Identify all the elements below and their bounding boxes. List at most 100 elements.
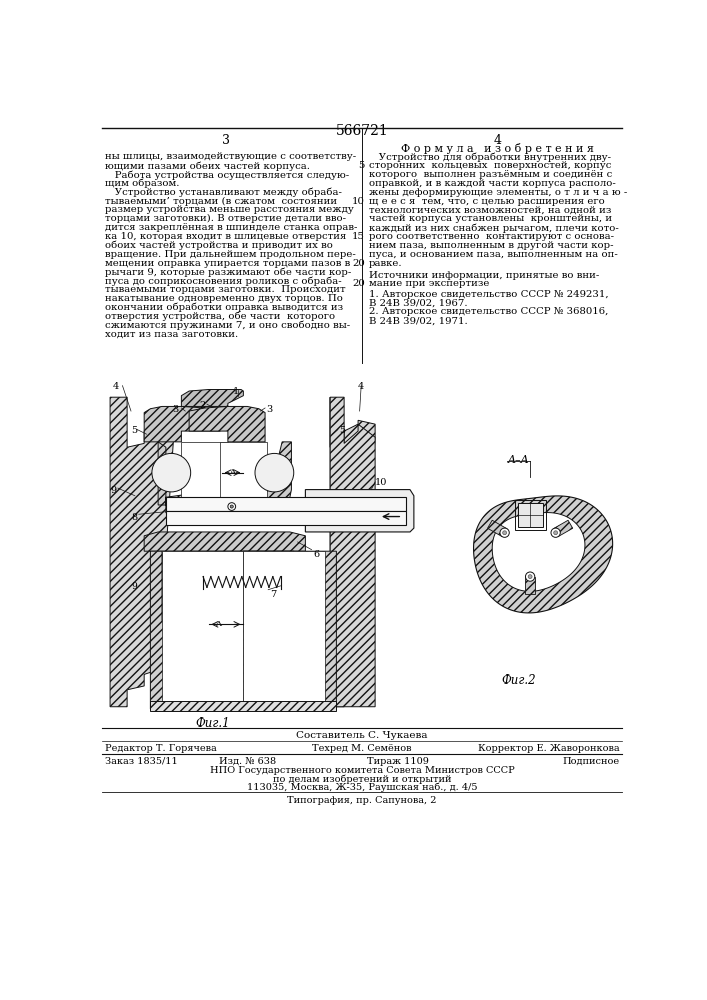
Circle shape [500, 528, 509, 537]
Bar [515, 500, 546, 530]
Text: окончании обработки оправка выводится из: окончании обработки оправка выводится из [105, 303, 344, 312]
Text: технологических возможностей, на одной из: технологических возможностей, на одной и… [369, 205, 612, 214]
Circle shape [551, 528, 560, 537]
Text: 9: 9 [131, 582, 136, 591]
Text: Подписное: Подписное [563, 757, 620, 766]
Text: 20: 20 [352, 279, 365, 288]
Bar [166, 497, 406, 511]
Bar [305, 492, 406, 530]
Polygon shape [554, 520, 573, 537]
Text: Источники информации, принятые во вни-: Источники информации, принятые во вни- [369, 271, 599, 280]
Polygon shape [151, 551, 337, 709]
Polygon shape [110, 397, 182, 707]
Text: 113035, Москва, Ж-35, Раушская наб., д. 4/5: 113035, Москва, Ж-35, Раушская наб., д. … [247, 783, 477, 792]
Text: Заказ 1835/11: Заказ 1835/11 [105, 757, 178, 766]
Text: рычаги 9, которые разжимают обе части кор-: рычаги 9, которые разжимают обе части ко… [105, 267, 351, 277]
Text: Устройство для обработки внутренних дву-: Устройство для обработки внутренних дву- [369, 152, 611, 162]
Text: сжимаются пружинами 7, и оно свободно вы-: сжимаются пружинами 7, и оно свободно вы… [105, 321, 351, 330]
Text: мание при экспертизе: мание при экспертизе [369, 279, 489, 288]
Text: равке.: равке. [369, 259, 402, 268]
Text: Тираж 1109: Тираж 1109 [368, 757, 429, 766]
Text: ющими пазами обеих частей корпуса.: ющими пазами обеих частей корпуса. [105, 161, 310, 171]
Polygon shape [525, 577, 534, 594]
Text: A–A: A–A [508, 455, 530, 465]
Text: 5: 5 [358, 161, 365, 170]
Text: 2. Авторское свидетельство СССР № 368016,: 2. Авторское свидетельство СССР № 368016… [369, 307, 608, 316]
Text: 5: 5 [131, 426, 137, 435]
Circle shape [255, 453, 293, 492]
Text: щ е е с я  тем, что, с целью расширения его: щ е е с я тем, что, с целью расширения е… [369, 197, 604, 206]
Polygon shape [162, 551, 209, 644]
Text: щим образом.: щим образом. [105, 179, 180, 188]
Text: обоих частей устройства и приводит их во: обоих частей устройства и приводит их во [105, 241, 333, 250]
Polygon shape [158, 442, 209, 524]
Text: Устройство устанавливают между обраба-: Устройство устанавливают между обраба- [105, 188, 342, 197]
Text: 1. Авторское свидетельство СССР № 249231,: 1. Авторское свидетельство СССР № 249231… [369, 290, 609, 299]
Polygon shape [182, 442, 228, 497]
Text: размер устройства меньше расстояния между: размер устройства меньше расстояния межд… [105, 205, 354, 214]
Polygon shape [162, 551, 243, 705]
Circle shape [152, 453, 191, 492]
Polygon shape [251, 442, 291, 524]
Circle shape [228, 503, 235, 510]
Text: оправкой, и в каждой части корпуса располо-: оправкой, и в каждой части корпуса распо… [369, 179, 616, 188]
Text: Составитель С. Чукаева: Составитель С. Чукаева [296, 731, 428, 740]
Text: накатывание одновременно двух торцов. По: накатывание одновременно двух торцов. По [105, 294, 344, 303]
Text: Ф о р м у л а   и з о б р е т е н и я: Ф о р м у л а и з о б р е т е н и я [401, 143, 594, 154]
Text: 5: 5 [339, 426, 345, 435]
Text: ны шлицы, взаимодействующие с соответству-: ны шлицы, взаимодействующие с соответств… [105, 152, 356, 161]
Circle shape [528, 575, 532, 579]
Text: НПО Государственного комитета Совета Министров СССР: НПО Государственного комитета Совета Мин… [209, 766, 514, 775]
Text: которого  выполнен разъёмным и соединён с: которого выполнен разъёмным и соединён с [369, 170, 612, 179]
Polygon shape [330, 397, 375, 707]
Text: по делам изобретений и открытий: по делам изобретений и открытий [273, 774, 451, 784]
Polygon shape [182, 389, 243, 406]
Text: 7: 7 [271, 590, 276, 599]
Text: 1: 1 [233, 387, 240, 396]
Text: тываемыми’ торцами (в сжатом  состоянии: тываемыми’ торцами (в сжатом состоянии [105, 197, 337, 206]
Text: 3: 3 [222, 134, 230, 147]
Polygon shape [305, 490, 414, 532]
Text: 566721: 566721 [336, 124, 388, 138]
Text: 9: 9 [110, 486, 116, 495]
Text: дится закреплённая в шпинделе станка оправ-: дится закреплённая в шпинделе станка опр… [105, 223, 358, 232]
Text: 2: 2 [199, 401, 206, 410]
Text: A: A [215, 620, 221, 629]
Bar [166, 511, 406, 525]
Circle shape [230, 505, 233, 508]
Polygon shape [189, 406, 265, 442]
Text: ходит из паза заготовки.: ходит из паза заготовки. [105, 329, 239, 338]
Bar [518, 503, 542, 527]
Polygon shape [144, 532, 305, 551]
Text: ка 10, которая входит в шлицевые отверстия: ка 10, которая входит в шлицевые отверст… [105, 232, 346, 241]
Text: рого соответственно  контактируют с основа-: рого соответственно контактируют с основ… [369, 232, 614, 241]
Text: отверстия устройства, обе части  которого: отверстия устройства, обе части которого [105, 312, 336, 321]
Text: В 24В 39/02, 1967.: В 24В 39/02, 1967. [369, 299, 467, 308]
Text: Корректор Е. Жаворонкова: Корректор Е. Жаворонкова [479, 744, 620, 753]
Polygon shape [243, 551, 325, 705]
Text: вращение. При дальнейшем продольном пере-: вращение. При дальнейшем продольном пере… [105, 250, 356, 259]
Text: 15: 15 [352, 232, 365, 241]
Text: Работа устройства осуществляется следую-: Работа устройства осуществляется следую- [105, 170, 349, 180]
Circle shape [525, 572, 534, 581]
Text: тываемыми торцами заготовки.  Происходит: тываемыми торцами заготовки. Происходит [105, 285, 346, 294]
Text: 6: 6 [313, 550, 320, 559]
Polygon shape [243, 551, 293, 644]
Polygon shape [197, 499, 224, 517]
Text: 8: 8 [131, 513, 137, 522]
Polygon shape [488, 520, 507, 537]
Text: 4: 4 [358, 382, 364, 391]
Polygon shape [492, 513, 585, 591]
Text: 4: 4 [113, 382, 119, 391]
Text: Фиг.2: Фиг.2 [501, 674, 536, 687]
Text: Изд. № 638: Изд. № 638 [218, 757, 276, 766]
Text: нием паза, выполненным в другой части кор-: нием паза, выполненным в другой части ко… [369, 241, 614, 250]
Text: мещении оправка упирается торцами пазов в: мещении оправка упирается торцами пазов … [105, 259, 351, 268]
Text: пуса, и основанием паза, выполненным на оп-: пуса, и основанием паза, выполненным на … [369, 250, 618, 259]
Text: Типография, пр. Сапунова, 2: Типография, пр. Сапунова, 2 [287, 796, 437, 805]
Text: жены деформирующие элементы, о т л и ч а ю -: жены деформирующие элементы, о т л и ч а… [369, 188, 627, 197]
Text: 10: 10 [352, 197, 365, 206]
Text: каждый из них снабжен рычагом, плечи кото-: каждый из них снабжен рычагом, плечи кот… [369, 223, 619, 233]
Polygon shape [144, 406, 220, 442]
Polygon shape [220, 442, 267, 497]
